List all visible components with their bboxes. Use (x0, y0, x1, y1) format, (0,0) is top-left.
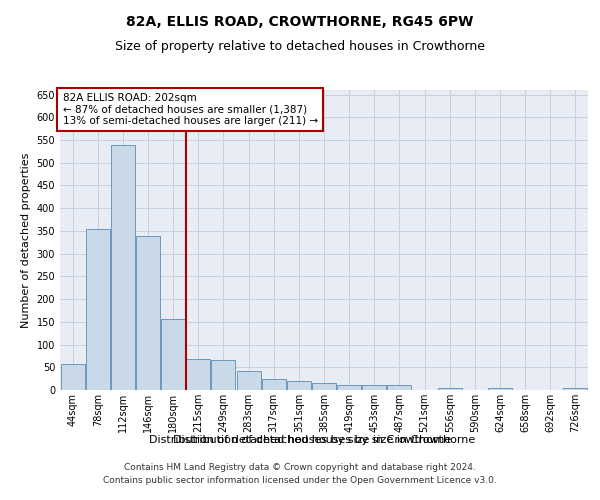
Bar (136, 236, 160, 390)
Bar (161, 318, 185, 390)
Text: Distribution of detached houses by size in Crowthorne: Distribution of detached houses by size … (173, 435, 475, 445)
Y-axis label: Number of detached properties: Number of detached properties (21, 152, 31, 328)
Bar (388, 386, 412, 390)
Bar (236, 371, 260, 390)
Text: Size of property relative to detached houses in Crowthorne: Size of property relative to detached ho… (115, 40, 485, 53)
Bar (287, 381, 311, 390)
Bar (438, 388, 461, 390)
Text: 82A, ELLIS ROAD, CROWTHORNE, RG45 6PW: 82A, ELLIS ROAD, CROWTHORNE, RG45 6PW (127, 15, 473, 29)
Bar (262, 379, 286, 390)
Bar (312, 383, 336, 390)
Text: Distribution of detached houses by size in Crowthorne: Distribution of detached houses by size … (149, 435, 451, 445)
Text: Contains HM Land Registry data © Crown copyright and database right 2024.
Contai: Contains HM Land Registry data © Crown c… (103, 463, 497, 485)
Bar (187, 359, 210, 390)
Bar (563, 388, 587, 390)
Bar (362, 386, 386, 390)
Bar (61, 364, 85, 390)
Bar (86, 228, 110, 390)
Bar (211, 360, 235, 390)
Bar (488, 388, 512, 390)
Text: 82A ELLIS ROAD: 202sqm
← 87% of detached houses are smaller (1,387)
13% of semi-: 82A ELLIS ROAD: 202sqm ← 87% of detached… (62, 93, 318, 126)
Bar (111, 144, 135, 390)
Bar (337, 386, 361, 390)
